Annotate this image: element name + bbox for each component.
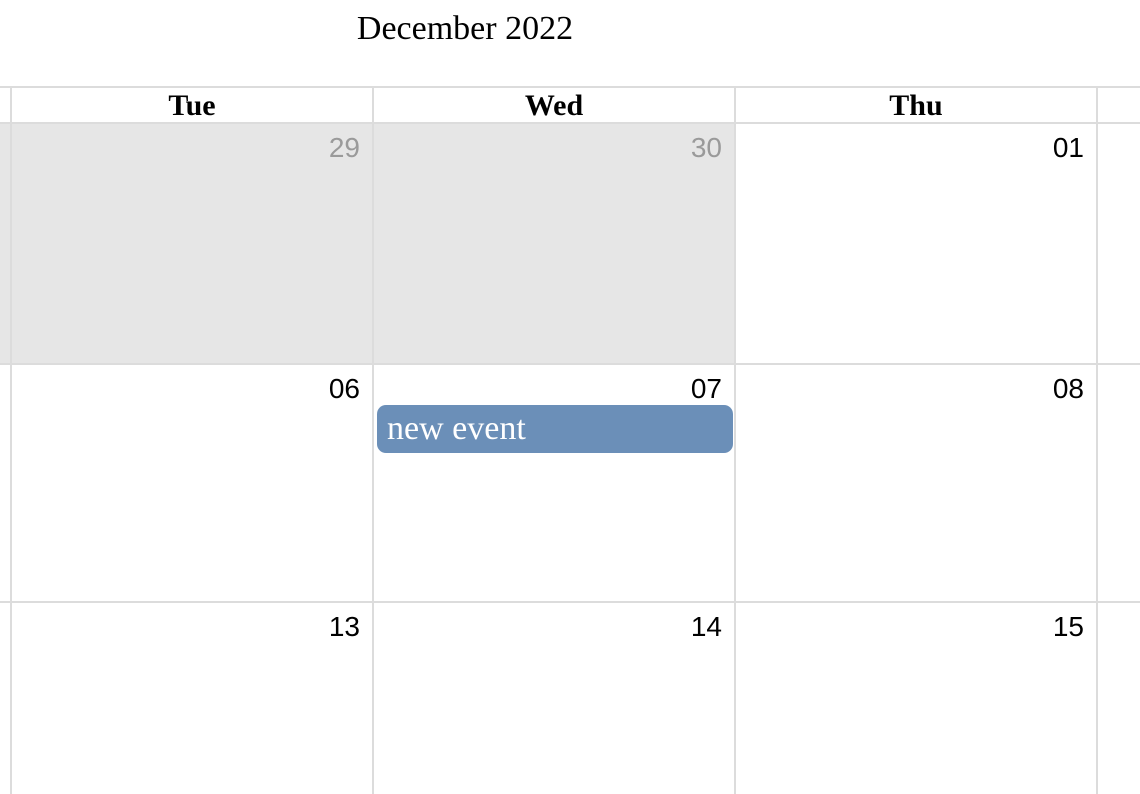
weekday-header-thu: Thu (889, 89, 943, 122)
day-number[interactable]: 07 (690, 373, 722, 404)
week-divider (0, 363, 1140, 365)
day-cell-07[interactable]: 07 new event (374, 365, 734, 601)
day-number[interactable]: 01 (1052, 132, 1084, 163)
day-number[interactable]: 29 (328, 132, 360, 163)
event-new-event[interactable]: new event (377, 405, 733, 453)
day-cell-06[interactable]: 06 (12, 365, 372, 601)
column-divider (372, 86, 374, 794)
column-divider (734, 86, 736, 794)
day-number[interactable]: 13 (328, 611, 360, 642)
day-cell-30[interactable]: 30 (374, 124, 734, 363)
day-number[interactable]: 06 (328, 373, 360, 404)
day-cell-13[interactable]: 13 (12, 603, 372, 794)
weekday-header-tue: Tue (168, 89, 216, 122)
weekday-header-row: Tue Wed Thu (0, 86, 1140, 124)
day-cell-01[interactable]: 01 (736, 124, 1096, 363)
day-cell-14[interactable]: 14 (374, 603, 734, 794)
column-divider (10, 86, 12, 794)
day-number[interactable]: 15 (1052, 611, 1084, 642)
month-title: December 2022 (356, 10, 574, 47)
day-number[interactable]: 08 (1052, 373, 1084, 404)
day-cell-08[interactable]: 08 (736, 365, 1096, 601)
day-cell-29[interactable]: 29 (0, 124, 372, 363)
weekday-header-wed: Wed (524, 89, 584, 122)
day-cell-15[interactable]: 15 (736, 603, 1096, 794)
day-number[interactable]: 14 (690, 611, 722, 642)
day-number[interactable]: 30 (690, 132, 722, 163)
column-divider (1096, 86, 1098, 794)
week-divider (0, 601, 1140, 603)
